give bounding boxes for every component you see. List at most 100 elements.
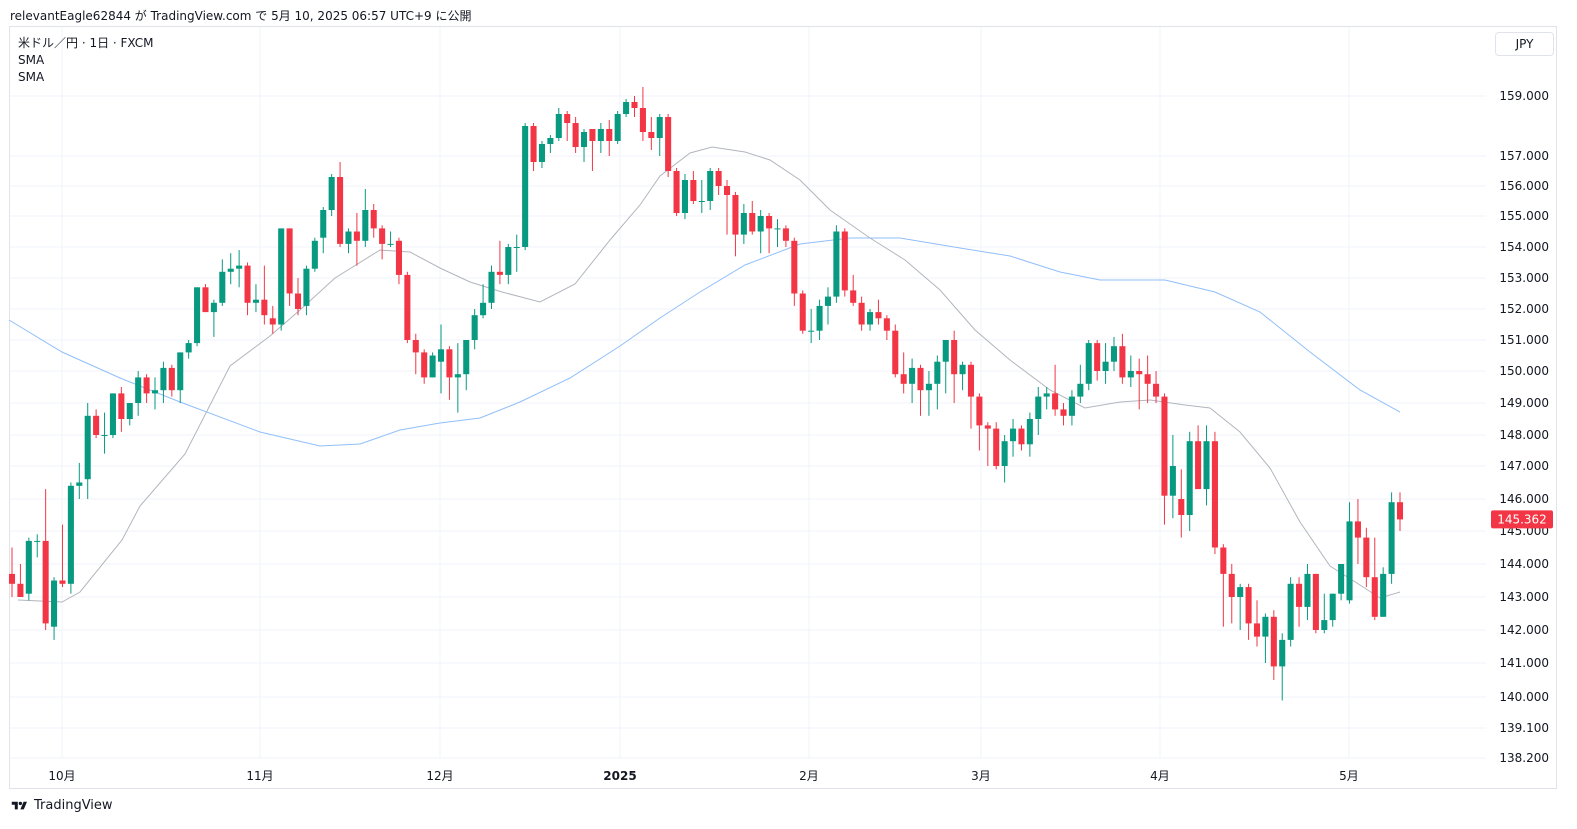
- candle-body: [488, 271, 495, 303]
- candle: [1203, 425, 1210, 506]
- sma-label-1[interactable]: SMA: [18, 53, 45, 67]
- x-tick-label: 5月: [1339, 769, 1359, 783]
- symbol-label[interactable]: 米ドル／円 · 1日 · FXCM: [18, 36, 154, 50]
- candle-body: [185, 343, 192, 353]
- candle-body: [942, 340, 949, 362]
- candle-body: [294, 293, 302, 309]
- candle-body: [101, 435, 108, 436]
- candle-body: [648, 132, 655, 138]
- candle-body: [1195, 441, 1202, 490]
- sma-long: [8, 237, 1401, 447]
- candle: [909, 358, 916, 403]
- candle: [294, 278, 302, 316]
- candle: [34, 534, 41, 558]
- candle-body: [799, 293, 806, 331]
- candle: [151, 377, 159, 410]
- candle-body: [320, 210, 327, 238]
- candle: [1321, 593, 1328, 634]
- candle: [522, 123, 529, 251]
- candle: [1270, 610, 1277, 680]
- y-tick-label: 144.000: [1499, 557, 1549, 571]
- candle-body: [362, 210, 369, 241]
- candle-body: [513, 247, 520, 248]
- candle-body: [286, 228, 293, 294]
- candle-body: [749, 213, 756, 232]
- candle-body: [547, 138, 554, 144]
- candle: [740, 204, 747, 244]
- candle: [547, 135, 554, 153]
- candle: [967, 361, 975, 429]
- candle: [84, 403, 91, 499]
- candle: [724, 180, 731, 235]
- candle: [1312, 573, 1319, 634]
- tradingview-logo-icon: [11, 801, 27, 809]
- candle: [1287, 577, 1294, 647]
- candle: [673, 168, 680, 216]
- candle: [1136, 358, 1143, 410]
- candle-body: [1119, 346, 1126, 378]
- candle: [118, 387, 125, 432]
- candle: [530, 123, 537, 171]
- candle: [1161, 393, 1168, 525]
- candle-body: [782, 228, 789, 241]
- candle-body: [1346, 521, 1353, 601]
- candle-body: [219, 271, 226, 303]
- sma-short: [17, 146, 1401, 603]
- candle: [227, 253, 234, 285]
- candle-body: [1178, 499, 1185, 515]
- candle: [1304, 564, 1311, 621]
- candle-body: [1245, 587, 1252, 624]
- candle: [808, 309, 815, 344]
- candle-body: [1186, 441, 1193, 515]
- candle: [505, 243, 512, 285]
- candle: [1094, 340, 1101, 381]
- candle: [185, 340, 192, 359]
- candle: [202, 284, 209, 313]
- candle-body: [1153, 383, 1160, 397]
- candle-body: [227, 268, 234, 272]
- candle-body: [967, 364, 975, 397]
- candle: [345, 228, 352, 254]
- candle-body: [724, 186, 731, 195]
- candle: [421, 349, 428, 384]
- sma-label-2[interactable]: SMA: [18, 70, 45, 84]
- candle: [959, 361, 966, 391]
- candle-body: [976, 396, 983, 426]
- y-tick-label: 150.000: [1499, 364, 1549, 378]
- candle: [370, 204, 377, 238]
- candle: [572, 117, 579, 153]
- y-tick-label: 155.000: [1499, 209, 1549, 223]
- candle: [976, 393, 983, 451]
- candle-body: [858, 302, 865, 325]
- candle-body: [437, 349, 445, 362]
- candle: [353, 213, 360, 266]
- candle: [732, 192, 739, 257]
- candle: [362, 189, 369, 247]
- candle: [1338, 564, 1345, 601]
- candle-body: [412, 340, 419, 353]
- candle-body: [1026, 419, 1033, 445]
- candle-body: [160, 367, 167, 391]
- candle-body: [681, 180, 688, 213]
- candle: [1211, 431, 1218, 555]
- candle-body: [791, 240, 798, 294]
- candle: [194, 287, 201, 347]
- candle: [1354, 499, 1361, 564]
- candle-body: [1060, 409, 1067, 416]
- candle-body: [1169, 466, 1176, 496]
- candle-body: [496, 271, 503, 275]
- tradingview-footer[interactable]: TradingView: [10, 798, 113, 813]
- candle: [1245, 583, 1252, 640]
- candle: [917, 364, 924, 416]
- candle-body: [1203, 441, 1210, 490]
- candle: [749, 201, 756, 235]
- currency-button[interactable]: JPY: [1495, 32, 1554, 56]
- candle: [934, 355, 941, 410]
- candle: [1102, 343, 1109, 384]
- candle-body: [1338, 564, 1345, 594]
- candle-body: [151, 390, 159, 394]
- candle-body: [252, 299, 259, 303]
- candle-body: [909, 367, 916, 384]
- candle-body: [824, 296, 832, 306]
